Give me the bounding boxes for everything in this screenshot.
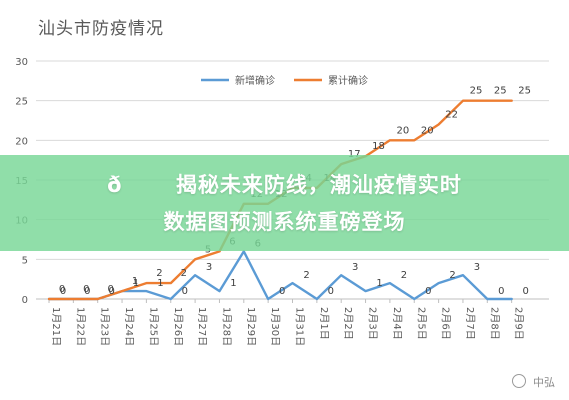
- x-tick-label: 1月25日: [147, 307, 159, 346]
- x-tick-label-group: 1月31日: [294, 307, 306, 346]
- data-label: 0: [182, 286, 188, 297]
- x-tick-label: 1月27日: [196, 307, 208, 346]
- data-label: 0: [498, 286, 504, 297]
- data-label: 2: [401, 270, 407, 281]
- x-tick-label: 1月21日: [50, 307, 62, 346]
- data-label: 18: [372, 141, 385, 152]
- data-label: 25: [518, 86, 531, 97]
- legend-label: 累计确诊: [328, 74, 368, 87]
- x-tick-label-group: 1月29日: [245, 307, 257, 346]
- data-label: 0: [60, 286, 66, 297]
- x-tick-label: 2月4日: [391, 307, 403, 340]
- data-label: 2: [303, 270, 309, 281]
- x-tick-label: 1月26日: [172, 307, 184, 346]
- watermark: 中弘: [511, 374, 555, 390]
- x-tick-label-group: 2月9日: [513, 307, 525, 340]
- data-label: 2: [449, 270, 455, 281]
- x-tick-label-group: 1月25日: [147, 307, 159, 346]
- x-tick-label-group: 2月7日: [464, 307, 476, 340]
- y-tick-label: 5: [22, 255, 28, 266]
- x-tick-label: 2月3日: [367, 307, 379, 340]
- x-tick-label-group: 1月27日: [196, 307, 208, 346]
- data-label: 3: [206, 262, 212, 273]
- headline-line-1: ð揭秘未来防线，潮汕疫情实时: [107, 173, 462, 197]
- x-tick-label: 2月6日: [440, 307, 452, 340]
- x-tick-label-group: 2月8日: [488, 307, 500, 340]
- chart-title: 汕头市防疫情况: [38, 19, 164, 39]
- headline-banner: [0, 155, 569, 251]
- x-tick-label: 1月22日: [74, 307, 86, 346]
- series-line: [47, 250, 513, 301]
- data-label: 0: [328, 286, 334, 297]
- x-tick-label-group: 1月26日: [172, 307, 184, 346]
- data-label: 25: [470, 86, 483, 97]
- y-tick-label: 20: [15, 136, 28, 147]
- wechat-logo-icon: [511, 374, 526, 388]
- x-tick-label: 2月7日: [464, 307, 476, 340]
- x-tick-label: 2月5日: [415, 307, 427, 340]
- data-label: 0: [425, 286, 431, 297]
- data-label: 1: [157, 278, 163, 289]
- data-label: 0: [59, 284, 65, 295]
- x-tick-label: 1月28日: [220, 307, 232, 346]
- data-label: 17: [348, 149, 361, 160]
- data-label: 2: [156, 268, 162, 279]
- x-tick-label-group: 2月6日: [440, 307, 452, 340]
- data-label: 0: [108, 284, 114, 295]
- data-label: 20: [421, 125, 434, 136]
- data-label: 0: [84, 286, 90, 297]
- x-tick-label: 1月30日: [269, 307, 281, 346]
- x-tick-label: 2月9日: [513, 307, 525, 340]
- watermark-text: 中弘: [533, 376, 555, 389]
- x-tick-label-group: 2月3日: [367, 307, 379, 340]
- headline-line-2: 数据图预测系统重磅登场: [163, 210, 406, 234]
- data-label: 0: [279, 286, 285, 297]
- x-tick-label: 2月8日: [488, 307, 500, 340]
- data-label: 1: [376, 278, 382, 289]
- y-tick-label: 25: [15, 97, 28, 108]
- data-label: 22: [445, 109, 458, 120]
- data-label: 3: [352, 262, 358, 273]
- x-tick-label: 1月24日: [123, 307, 135, 346]
- data-label: 0: [109, 286, 115, 297]
- x-tick-label: 2月1日: [318, 307, 330, 340]
- y-tick-label: 30: [15, 57, 28, 68]
- x-tick-label-group: 2月5日: [415, 307, 427, 340]
- x-tick-label: 1月29日: [245, 307, 257, 346]
- legend: 新增确诊 累计确诊: [201, 74, 368, 87]
- x-tick-label: 1月31日: [294, 307, 306, 346]
- data-label: 1: [132, 276, 138, 287]
- y-tick-label: 0: [22, 295, 28, 306]
- x-tick-label-group: 1月22日: [74, 307, 86, 346]
- data-label: 1: [230, 278, 236, 289]
- data-label: 3: [474, 262, 480, 273]
- x-tick-label-group: 1月23日: [99, 307, 111, 346]
- x-tick-label-group: 2月1日: [318, 307, 330, 340]
- data-label: 25: [494, 86, 507, 97]
- x-tick-label-group: 1月24日: [123, 307, 135, 346]
- legend-label: 新增确诊: [235, 74, 275, 87]
- x-tick-label-group: 1月28日: [220, 307, 232, 346]
- x-tick-labels: 1月21日 1月22日 1月23日 1月24日 1月25日 1月26日 1月27日 1月28日…: [50, 307, 525, 346]
- x-tick-label: 1月23日: [99, 307, 111, 346]
- x-tick-label: 2月2日: [342, 307, 354, 340]
- x-tick-label-group: 2月4日: [391, 307, 403, 340]
- x-tick-label-group: 2月2日: [342, 307, 354, 340]
- data-label: 0: [83, 284, 89, 295]
- data-label: 0: [522, 286, 528, 297]
- data-label: 1: [133, 278, 139, 289]
- x-tick-label-group: 1月21日: [50, 307, 62, 346]
- x-tick-label-group: 1月30日: [269, 307, 281, 346]
- data-label: 2: [181, 268, 187, 279]
- data-label: 20: [397, 125, 410, 136]
